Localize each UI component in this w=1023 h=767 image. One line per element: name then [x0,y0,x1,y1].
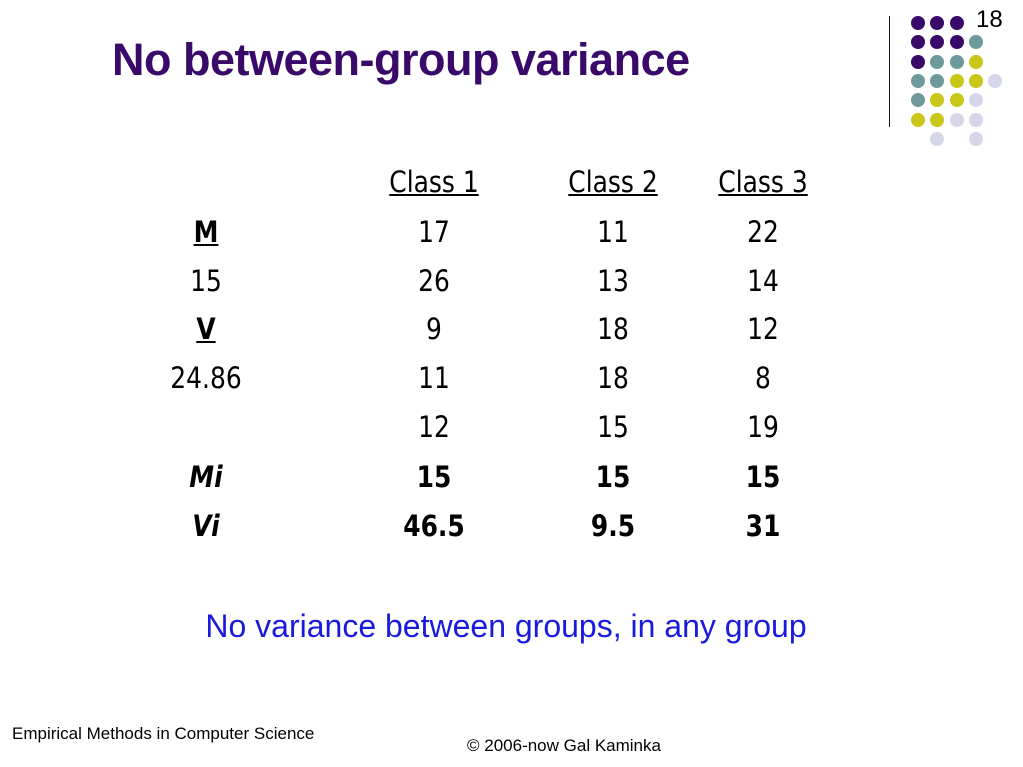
decorative-dot [930,73,945,88]
decorative-dot [949,35,964,50]
decorative-dot [930,54,945,69]
table-cell: 22 [747,215,779,249]
mean-label: M [193,215,219,249]
group-mean-class-1: 15 [416,460,452,494]
decorative-dot [930,93,945,108]
decorative-dot [968,73,983,88]
decorative-dot [949,54,964,69]
table-cell: 9 [426,312,442,346]
decorative-dot [949,73,964,88]
decorative-dot [949,16,964,30]
decorative-dot [968,93,983,108]
slide-number: 18 [976,6,1003,33]
decorative-dot [949,93,964,108]
decorative-dot [911,35,925,50]
footer-copyright: © 2006-now Gal Kaminka [467,736,661,755]
table-cell: 14 [747,264,779,298]
decorative-dot [968,112,983,127]
group-mean-label: Mi [189,460,223,494]
decorative-dot [911,93,925,108]
table-cell: 13 [597,264,629,298]
decorative-dot [911,54,925,69]
table-cell: 26 [418,264,450,298]
slide-title: No between-group variance [112,34,690,85]
table-cell: 18 [597,361,629,395]
decorative-dot [911,16,925,30]
decorative-dot [968,54,983,69]
table-cell: 19 [747,410,779,444]
table-cell: 11 [597,215,629,249]
group-variance-class-2: 9.5 [590,509,636,543]
footer-course: Empirical Methods in Computer Science [12,724,315,743]
divider-line [889,16,890,127]
table-cell: 17 [418,215,450,249]
table-cell: 18 [597,312,629,346]
decorative-dot [911,73,925,88]
decorative-dot [988,73,1003,88]
conclusion-note: No variance between groups, in any group [205,608,807,644]
decorative-dot [930,35,945,50]
grand-mean-value: 15 [190,264,222,298]
table-cell: 12 [418,410,450,444]
group-variance-label: Vi [192,509,220,543]
variance-label: V [196,312,216,346]
decorative-dot [968,131,983,146]
table-cell: 12 [747,312,779,346]
group-mean-class-2: 15 [595,460,631,494]
table-cell: 11 [418,361,450,395]
group-variance-class-1: 46.5 [403,509,465,543]
decorative-dot [930,112,945,127]
header-class-2: Class 2 [568,165,658,199]
group-mean-class-3: 15 [745,460,781,494]
decorative-dot [911,112,925,127]
table-cell: 15 [597,410,629,444]
decorative-dot [949,112,964,127]
decorative-dot [968,35,983,50]
header-class-3: Class 3 [718,165,808,199]
decorative-dot [930,131,945,146]
table-cell: 8 [755,361,771,395]
decorative-dot [930,16,945,30]
header-class-1: Class 1 [389,165,479,199]
group-variance-class-3: 31 [745,509,781,543]
grand-variance-value: 24.86 [170,361,242,395]
